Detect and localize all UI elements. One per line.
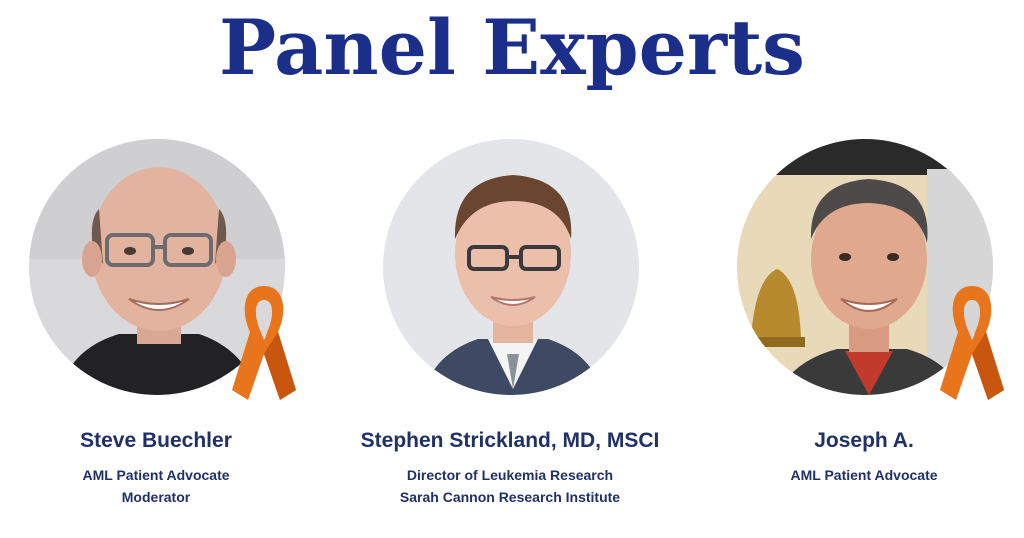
expert-role: Sarah Cannon Research Institute bbox=[399, 489, 621, 505]
expert-photo bbox=[29, 139, 285, 395]
expert-role: Director of Leukemia Research bbox=[406, 467, 614, 483]
expert-role: AML Patient Advocate bbox=[790, 467, 938, 483]
expert-card-2: Stephen Strickland, MD, MSCI Director of… bbox=[340, 0, 680, 538]
expert-name: Stephen Strickland, MD, MSCI bbox=[360, 429, 660, 452]
expert-card-3: Joseph A. AML Patient Advocate bbox=[694, 0, 1024, 538]
expert-name: Joseph A. bbox=[814, 429, 914, 452]
portrait-photo-icon bbox=[29, 139, 285, 395]
portrait-photo-icon bbox=[383, 139, 639, 395]
expert-role: AML Patient Advocate bbox=[82, 467, 230, 483]
page-title: Panel Experts bbox=[219, 3, 805, 92]
expert-photo bbox=[383, 139, 639, 395]
expert-name: Steve Buechler bbox=[80, 429, 232, 452]
expert-role: Moderator bbox=[121, 489, 191, 505]
awareness-ribbon-icon bbox=[226, 280, 302, 406]
expert-card-1: Steve Buechler AML Patient Advocate Mode… bbox=[0, 0, 326, 538]
awareness-ribbon-icon bbox=[934, 280, 1010, 406]
